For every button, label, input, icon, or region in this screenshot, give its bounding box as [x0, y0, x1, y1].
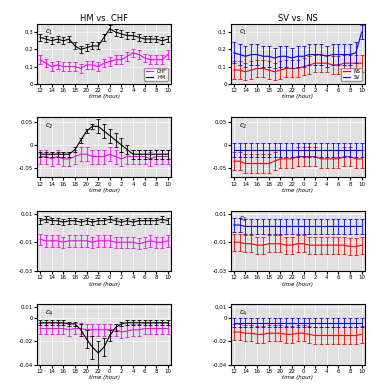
X-axis label: time (hour): time (hour) — [282, 375, 313, 380]
Text: $c_2$: $c_2$ — [45, 121, 54, 131]
Text: $c_1$: $c_1$ — [239, 28, 247, 37]
Text: $c_2$: $c_2$ — [239, 121, 247, 131]
Text: $c_1$: $c_1$ — [45, 28, 54, 37]
Text: $c_3$: $c_3$ — [239, 215, 247, 224]
X-axis label: time (hour): time (hour) — [282, 281, 313, 287]
X-axis label: time (hour): time (hour) — [282, 94, 313, 100]
Title: HM vs. CHF: HM vs. CHF — [80, 14, 128, 23]
Text: $c_4$: $c_4$ — [239, 309, 248, 318]
X-axis label: time (hour): time (hour) — [89, 188, 119, 193]
X-axis label: time (hour): time (hour) — [89, 281, 119, 287]
Legend: CHF, HM: CHF, HM — [144, 67, 169, 82]
X-axis label: time (hour): time (hour) — [282, 188, 313, 193]
Title: SV vs. NS: SV vs. NS — [278, 14, 318, 23]
Legend: NS, SV: NS, SV — [341, 67, 362, 82]
Text: $c_3$: $c_3$ — [45, 215, 54, 224]
X-axis label: time (hour): time (hour) — [89, 375, 119, 380]
Text: $c_4$: $c_4$ — [45, 309, 54, 318]
X-axis label: time (hour): time (hour) — [89, 94, 119, 100]
